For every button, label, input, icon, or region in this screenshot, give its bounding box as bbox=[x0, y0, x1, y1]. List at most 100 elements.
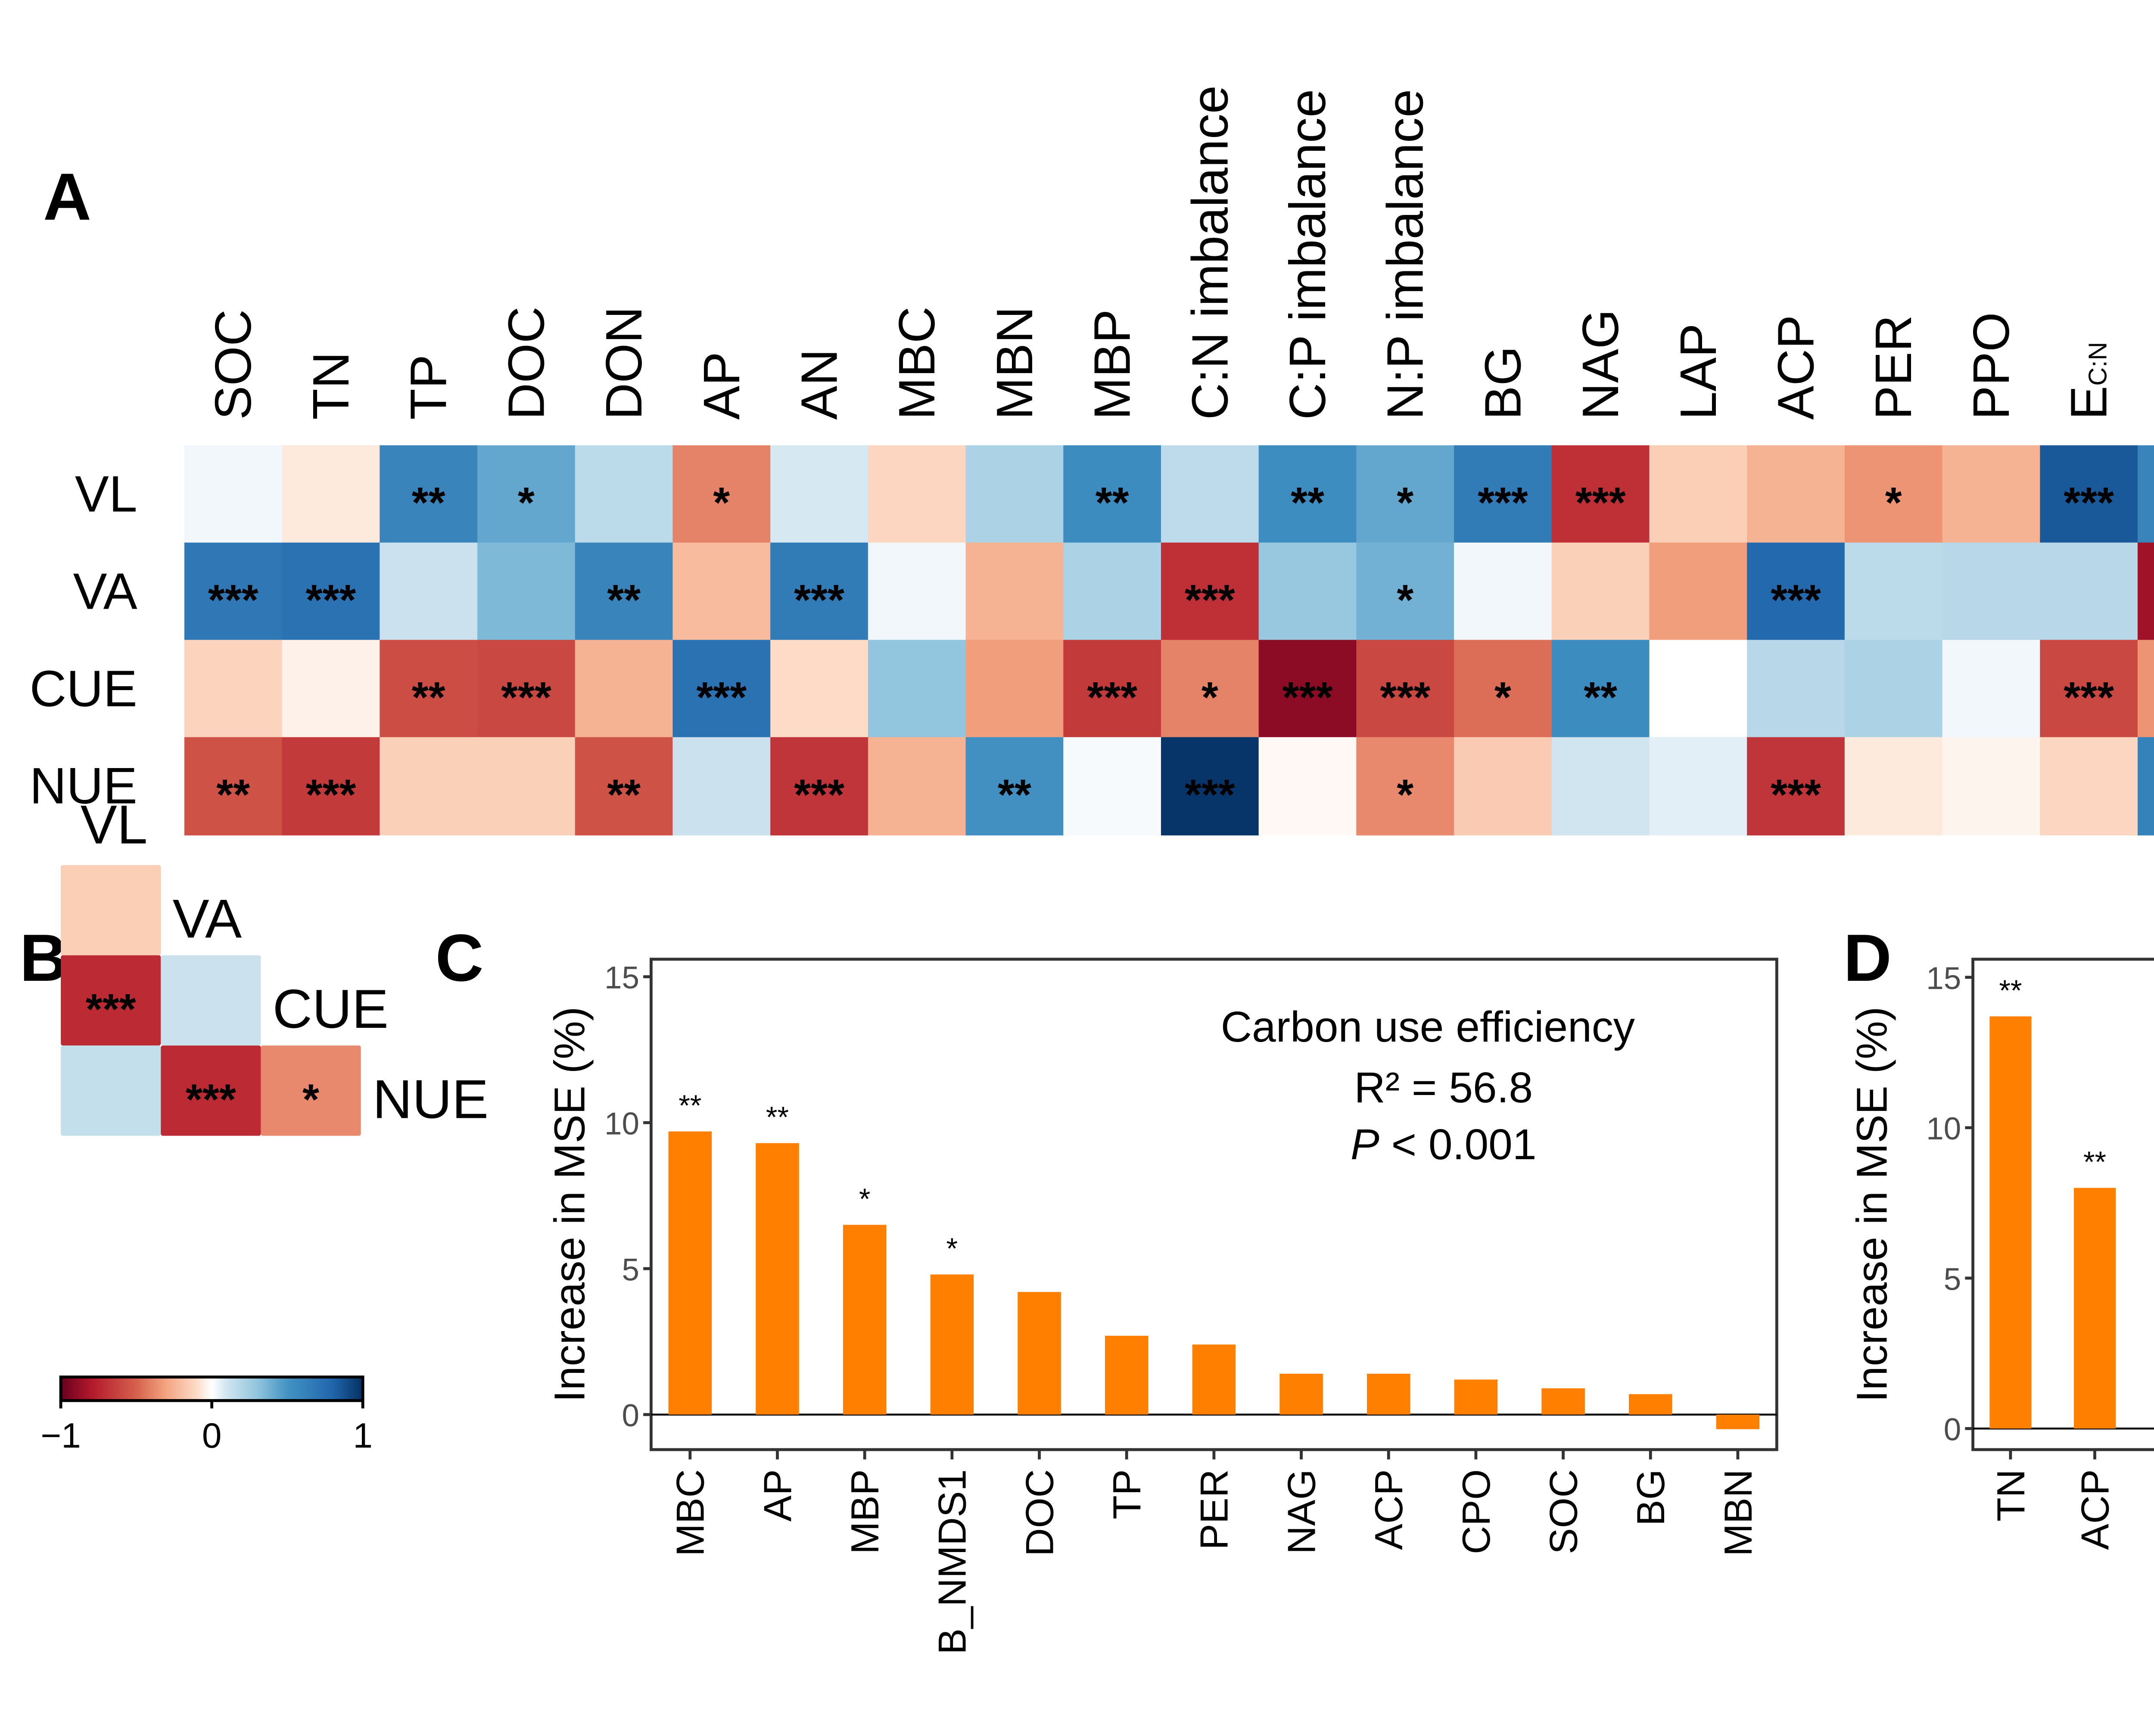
heatmap-cell bbox=[184, 445, 283, 544]
significance-mark: ** bbox=[412, 479, 445, 527]
heatmap-cell bbox=[380, 542, 479, 641]
heatmap-cell bbox=[2040, 640, 2139, 738]
panel-letter-b: B bbox=[20, 921, 68, 995]
heatmap-cell bbox=[575, 640, 674, 738]
heatmap-a: SOC TN TP DOC DON AP AN MBC MBN MBP C:N imbalance C… bbox=[30, 85, 2154, 836]
heatmap-cell bbox=[1356, 445, 1455, 544]
panel-letter-c: C bbox=[436, 921, 484, 995]
plot-frame bbox=[1971, 958, 2154, 1451]
x-tick-label: MBP bbox=[844, 1469, 887, 1554]
significance-mark: ** bbox=[998, 771, 1031, 819]
heatmap-cell bbox=[2040, 445, 2139, 544]
significance-mark: *** bbox=[86, 985, 136, 1033]
significance-mark: ** bbox=[2083, 1146, 2106, 1179]
column-label: MBP bbox=[1084, 309, 1141, 420]
significance-mark: *** bbox=[1282, 673, 1333, 722]
significance-mark: *** bbox=[1185, 771, 1235, 819]
heatmap-cell bbox=[1649, 737, 1748, 836]
heatmap-cell bbox=[380, 737, 479, 836]
panel-letter-d: D bbox=[1843, 921, 1892, 995]
heatmap-cell bbox=[1942, 445, 2041, 544]
y-tick-label: 5 bbox=[1944, 1262, 1961, 1297]
column-label: N:P imbalance bbox=[1377, 89, 1434, 420]
y-axis-title: Increase in MSE (%) bbox=[1848, 1007, 1896, 1403]
heatmap-cell bbox=[1258, 640, 1357, 738]
bar bbox=[1105, 1335, 1149, 1415]
significance-mark: ** bbox=[412, 673, 445, 722]
significance-mark: *** bbox=[794, 771, 844, 819]
y-tick-label: 0 bbox=[622, 1398, 640, 1433]
bar-chart-d: 051015**TN**ACP*SOC*MBN*MBP*MBCDOCF_Simp… bbox=[1848, 958, 2154, 1550]
p-symbol: P bbox=[1351, 1120, 1379, 1169]
heatmap-cell bbox=[1454, 445, 1553, 544]
row-label: VL bbox=[75, 466, 137, 523]
heatmap-cell bbox=[1649, 542, 1748, 641]
bar bbox=[1279, 1373, 1323, 1415]
r-squared: R² = 56.8 bbox=[1354, 1064, 1533, 1112]
panel-letter-a: A bbox=[43, 159, 91, 234]
column-label-sub: C:N bbox=[2083, 342, 2112, 386]
column-label: AN bbox=[791, 349, 848, 420]
bar bbox=[1192, 1344, 1236, 1415]
heatmap-cell bbox=[477, 542, 576, 641]
heatmap-cell bbox=[1258, 737, 1357, 836]
heatmap-cell bbox=[672, 542, 772, 641]
significance-mark: *** bbox=[501, 673, 551, 722]
significance-mark: *** bbox=[208, 576, 258, 624]
column-label: LAP bbox=[1670, 324, 1727, 420]
heatmap-cell bbox=[672, 640, 772, 738]
significance-mark: ** bbox=[607, 771, 641, 819]
column-label: C:P imbalance bbox=[1279, 89, 1336, 420]
bar bbox=[1716, 1414, 1760, 1429]
column-label: SOC bbox=[205, 309, 262, 420]
significance-mark: * bbox=[1202, 673, 1218, 722]
significance-mark: ** bbox=[679, 1089, 701, 1122]
heatmap-cell bbox=[770, 542, 869, 641]
significance-mark: * bbox=[1397, 479, 1413, 527]
heatmap-cell bbox=[184, 640, 283, 738]
heatmap-cell bbox=[1161, 542, 1260, 641]
heatmap-cell bbox=[965, 542, 1065, 641]
column-label: TN bbox=[303, 352, 360, 420]
significance-mark: * bbox=[946, 1232, 958, 1265]
significance-mark: *** bbox=[1380, 673, 1430, 722]
heatmap-cell bbox=[1161, 737, 1260, 836]
heatmap-cell bbox=[1844, 640, 1943, 738]
significance-mark: *** bbox=[1087, 673, 1137, 722]
heatmap-cell bbox=[1161, 640, 1260, 738]
row-label: CUE bbox=[30, 660, 137, 717]
column-label: TP bbox=[401, 355, 458, 420]
significance-mark: *** bbox=[1771, 576, 1821, 624]
significance-mark: * bbox=[302, 1075, 319, 1123]
variable-label: VL bbox=[81, 794, 148, 856]
column-label: ACP bbox=[1768, 315, 1825, 420]
bar bbox=[1454, 1379, 1498, 1415]
x-tick-label: TN bbox=[1989, 1469, 2033, 1521]
heatmap-cell bbox=[1942, 640, 2041, 738]
bar bbox=[1989, 1016, 2032, 1429]
heatmap-cell bbox=[1063, 542, 1162, 641]
heatmap-cell bbox=[1747, 737, 1846, 836]
significance-mark: *** bbox=[306, 576, 356, 624]
heatmap-cell bbox=[2040, 737, 2139, 836]
bar bbox=[843, 1225, 887, 1415]
heatmap-cell bbox=[2138, 640, 2154, 738]
heatmap-cell bbox=[1356, 542, 1455, 641]
x-tick-label: NAG bbox=[1280, 1469, 1323, 1554]
column-label: PPO bbox=[1963, 312, 2020, 420]
x-tick-label: MBC bbox=[669, 1469, 713, 1556]
heatmap-cell bbox=[1844, 737, 1943, 836]
column-label: NAG bbox=[1572, 309, 1629, 420]
heatmap-cell bbox=[2138, 737, 2154, 836]
heatmap-cell bbox=[477, 737, 576, 836]
significance-mark: *** bbox=[186, 1075, 236, 1123]
colorbar-b: −1 0 1 bbox=[40, 1375, 373, 1456]
heatmap-cell bbox=[770, 640, 869, 738]
heatmap-cell bbox=[1161, 445, 1260, 544]
heatmap-cell bbox=[1454, 737, 1553, 836]
column-label: BG bbox=[1475, 346, 1531, 420]
heatmap-cell bbox=[770, 737, 869, 836]
heatmap-cell bbox=[282, 737, 381, 836]
heatmap-cell bbox=[1063, 445, 1162, 544]
